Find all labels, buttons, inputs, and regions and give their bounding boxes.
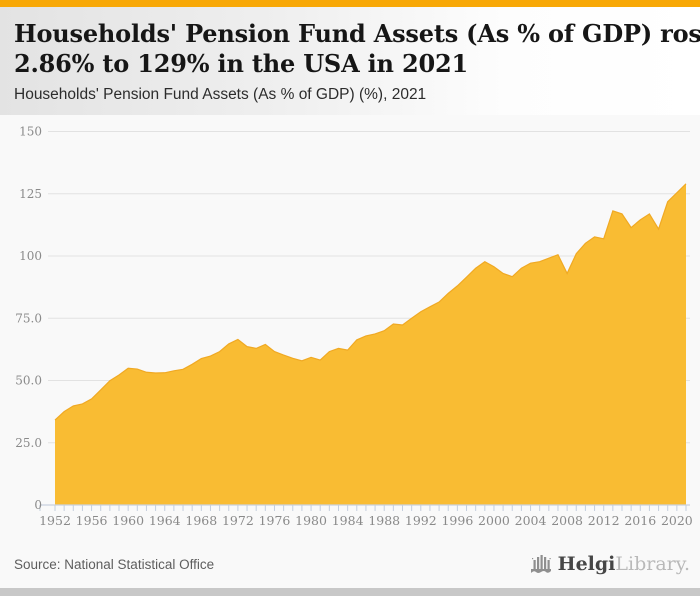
chart-subtitle: Households' Pension Fund Assets (As % of…	[14, 86, 427, 103]
footer: Source: National Statistical Office Helg…	[0, 540, 700, 588]
bottom-edge-strip	[0, 588, 700, 596]
source-label: Source: National Statistical Office	[14, 556, 215, 572]
x-axis-label-1956: 1956	[76, 513, 108, 528]
x-axis-label-1992: 1992	[405, 513, 437, 528]
x-axis-label-2020: 2020	[661, 513, 693, 528]
y-axis-label-50.0: 50.0	[15, 374, 42, 388]
x-axis-label-2016: 2016	[624, 513, 656, 528]
x-axis-label-2004: 2004	[515, 513, 547, 528]
y-axis-label-75.0: 75.0	[15, 311, 42, 325]
x-axis-label-1972: 1972	[222, 513, 254, 528]
y-axis-label-100: 100	[19, 249, 42, 263]
x-axis-label-1968: 1968	[185, 513, 217, 528]
x-axis-label-2012: 2012	[588, 513, 620, 528]
pension-assets-area-chart: 1952 1956 1960 1964 1968 1972 1976 1980 1984 1988…	[15, 125, 693, 529]
x-axis-label-2000: 2000	[478, 513, 510, 528]
x-axis-label-1960: 1960	[112, 513, 144, 528]
chart-area: 1952 1956 1960 1964 1968 1972 1976 1980 1984 1988…	[0, 115, 700, 540]
header: Households' Pension Fund Assets (As % of…	[0, 7, 700, 115]
x-axis-label-1952: 1952	[39, 513, 71, 528]
helgi-logo-icon	[530, 555, 551, 573]
area-series	[55, 183, 686, 505]
y-axis-label-0: 0	[34, 498, 42, 512]
page-title-line2: 2.86% to 129% in the USA in 2021	[14, 49, 468, 78]
page-title-line1: Households' Pension Fund Assets (As % of…	[14, 19, 700, 48]
area-series-edge	[54, 183, 687, 421]
logo-text-helgi: Helgi	[557, 553, 616, 575]
y-axis-label-125: 125	[19, 187, 42, 201]
x-axis-label-2008: 2008	[551, 513, 583, 528]
helgi-library-logo[interactable]: Helgi Library.	[529, 553, 690, 575]
page-title: Households' Pension Fund Assets (As % of…	[14, 19, 700, 79]
top-accent-bar	[0, 0, 700, 7]
y-axis-label-25.0: 25.0	[15, 436, 42, 450]
y-axis-label-150: 150	[19, 125, 42, 139]
x-axis-label-1988: 1988	[368, 513, 400, 528]
x-axis-label-1964: 1964	[149, 513, 181, 528]
x-axis-label-1996: 1996	[441, 513, 473, 528]
x-axis-label-1980: 1980	[295, 513, 327, 528]
logo-text-library: Library.	[615, 553, 690, 575]
x-axis-label-1976: 1976	[259, 513, 291, 528]
x-axis-label-1984: 1984	[332, 513, 364, 528]
